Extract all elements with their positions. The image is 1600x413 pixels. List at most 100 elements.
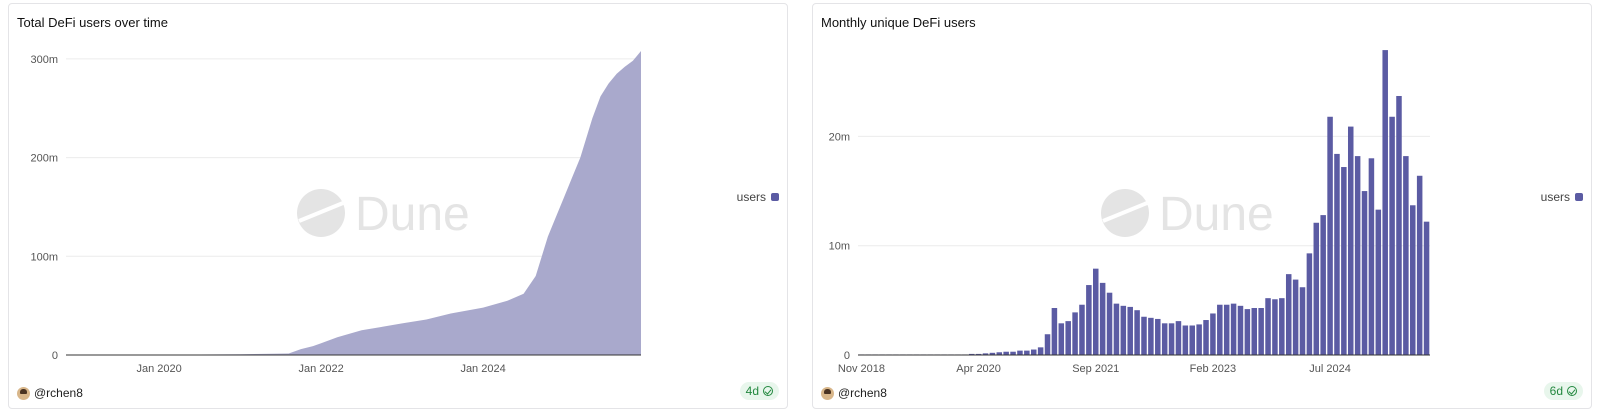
bar [1320, 215, 1326, 355]
bar [1044, 334, 1051, 355]
freshness-badge: 6d [1543, 382, 1583, 400]
bar [1396, 95, 1402, 356]
x-tick-label: Jan 2022 [298, 363, 343, 375]
bar [1217, 304, 1223, 355]
freshness-label: 6d [1549, 384, 1563, 398]
author-name: @rchen8 [34, 386, 83, 400]
y-tick-label: 20m [829, 131, 850, 143]
bar [1334, 153, 1340, 355]
bar [968, 353, 975, 355]
bar [1237, 305, 1244, 355]
bar [1037, 347, 1044, 355]
legend-label: users [736, 190, 766, 204]
bar [1189, 325, 1195, 355]
bar [1210, 313, 1216, 355]
check-circle-icon [763, 386, 773, 396]
y-tick-label: 0 [844, 350, 850, 362]
check-circle-icon [1567, 386, 1577, 396]
watermark-text: Dune [1159, 188, 1274, 241]
bar [1086, 285, 1092, 355]
bar [1182, 325, 1189, 355]
bar [1272, 299, 1278, 355]
x-tick-label: Jul 2024 [1309, 363, 1351, 375]
bar [1375, 209, 1382, 355]
bar [1017, 350, 1023, 355]
bar [1175, 321, 1182, 355]
bar [1292, 279, 1299, 355]
legend-label: users [1540, 190, 1570, 204]
legend: users [1541, 190, 1583, 204]
bar [1279, 298, 1285, 355]
area-series-users [66, 51, 641, 355]
bar [1196, 324, 1202, 355]
bar [1285, 274, 1292, 355]
dune-logo-stripe [298, 201, 344, 223]
freshness-badge: 4d [739, 382, 779, 400]
bar [1265, 298, 1271, 355]
bar [1058, 323, 1065, 355]
bar [975, 353, 982, 355]
bar [1099, 282, 1106, 355]
bar [1368, 158, 1375, 355]
bar [1148, 317, 1154, 355]
bar [1051, 308, 1058, 355]
bar [1251, 308, 1258, 355]
chart-title: Total DeFi users over time [17, 15, 168, 30]
x-tick-label: Feb 2023 [1190, 363, 1236, 375]
bar [1134, 310, 1140, 355]
area-chart: 0 100m 200m 300m Dune Jan 2020 Jan 2022 Jan 202… [30, 51, 641, 375]
dune-logo-stripe [1102, 201, 1148, 223]
y-tick-label: 10m [829, 241, 850, 253]
chart-card-total-users: Total DeFi users over time 0 100m 200m 300m… [8, 3, 788, 409]
bar [1155, 318, 1161, 355]
bar [1361, 191, 1368, 355]
bar [1410, 205, 1416, 355]
legend: users [737, 190, 779, 204]
bar [1327, 116, 1333, 355]
y-tick-label: 0 [52, 350, 58, 362]
bar [1299, 287, 1306, 355]
bar [1003, 351, 1009, 355]
bar [996, 352, 1003, 355]
legend-swatch [771, 193, 779, 201]
bar [1113, 303, 1120, 355]
bar [1093, 268, 1099, 355]
y-tick-label: 300m [30, 54, 58, 66]
x-tick-label: Sep 2021 [1072, 363, 1119, 375]
x-tick-label: Nov 2018 [838, 363, 885, 375]
bar [1313, 222, 1320, 355]
bar [1223, 304, 1230, 355]
x-tick-label: Jan 2020 [137, 363, 182, 375]
x-tick-label: Jan 2024 [460, 363, 505, 375]
watermark-text: Dune [355, 188, 470, 241]
bar [1106, 292, 1113, 355]
bar [1024, 350, 1030, 355]
bar [1072, 312, 1078, 355]
author[interactable]: @rchen8 [821, 386, 887, 400]
bar [1168, 323, 1175, 355]
author[interactable]: @rchen8 [17, 386, 83, 400]
author-name: @rchen8 [838, 386, 887, 400]
bar [1347, 126, 1354, 355]
bar [1203, 320, 1209, 355]
bar [1389, 116, 1395, 355]
bar [989, 352, 996, 355]
bar [1258, 308, 1264, 355]
chart-card-monthly-users: Monthly unique DeFi users 0 10m 20m Dune Nov… [812, 3, 1592, 409]
bar [1382, 50, 1388, 356]
bar [1423, 221, 1430, 355]
bar-chart: 0 10m 20m Dune Nov 2018 Apr 2020 Sep 2021 Feb 2… [829, 50, 1430, 375]
bar [1341, 167, 1347, 355]
bar [1161, 323, 1168, 355]
bar [1030, 349, 1037, 355]
bar [1141, 316, 1147, 355]
avatar [17, 386, 30, 400]
x-tick-label: Apr 2020 [956, 363, 1001, 375]
bar [1010, 351, 1016, 355]
chart-title: Monthly unique DeFi users [821, 15, 976, 30]
bar [1127, 306, 1133, 355]
y-tick-label: 100m [30, 251, 58, 263]
bar [982, 353, 989, 355]
bar [1230, 303, 1237, 355]
y-tick-label: 200m [30, 153, 58, 165]
